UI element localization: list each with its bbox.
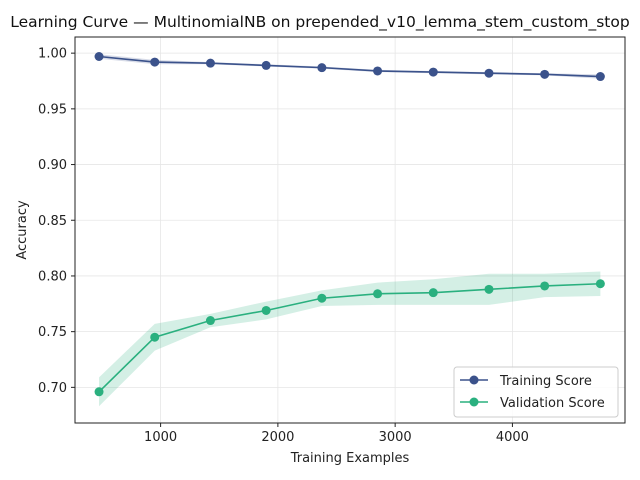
- validation-score-point: [261, 305, 271, 315]
- x-tick-label: 4000: [496, 430, 529, 445]
- x-tick-label: 1000: [144, 430, 177, 445]
- validation-score-point: [373, 289, 383, 299]
- training-score-point: [317, 63, 327, 73]
- x-axis-ticks: 1000 2000 3000 4000: [144, 423, 529, 445]
- training-score-point: [373, 66, 383, 76]
- validation-score-point: [150, 332, 160, 342]
- validation-score-line: [98, 282, 601, 393]
- legend-validation-marker: [469, 397, 479, 407]
- training-score-point: [540, 69, 550, 79]
- training-score-point: [150, 57, 160, 67]
- legend-training-label: Training Score: [499, 374, 592, 389]
- validation-score-point: [94, 387, 104, 397]
- training-score-point: [595, 72, 605, 82]
- y-tick-label: 0.90: [38, 158, 67, 173]
- legend-training-marker: [469, 375, 479, 385]
- y-tick-label: 0.95: [38, 102, 67, 117]
- training-score-point: [484, 68, 494, 78]
- training-score-line: [98, 55, 601, 78]
- training-score-point: [428, 67, 438, 77]
- plot-frame: [74, 36, 626, 424]
- grid-lines: [75, 37, 625, 423]
- series-lines: [98, 55, 601, 393]
- series-points: [94, 51, 605, 397]
- training-score-point: [261, 60, 271, 70]
- y-tick-label: 0.70: [38, 381, 67, 396]
- validation-score-point: [540, 281, 550, 291]
- training-score-band: [99, 54, 601, 79]
- legend-box: [453, 366, 619, 418]
- training-score-point: [94, 51, 104, 61]
- confidence-bands: [99, 54, 601, 407]
- x-tick-label: 3000: [379, 430, 412, 445]
- legend-validation-label: Validation Score: [500, 396, 605, 411]
- chart-title: Learning Curve — MultinomialNB on prepen…: [10, 13, 629, 32]
- validation-score-point: [205, 316, 215, 326]
- y-axis-ticks: 0.70 0.75 0.80 0.85 0.90 0.95 1.00: [38, 47, 75, 396]
- x-tick-label: 2000: [261, 430, 294, 445]
- y-tick-label: 0.85: [38, 214, 67, 229]
- y-axis-label: Accuracy: [15, 200, 30, 260]
- legend: Training Score Validation Score: [453, 366, 619, 418]
- y-tick-label: 0.80: [38, 269, 67, 284]
- validation-score-point: [595, 279, 605, 289]
- validation-score-point: [484, 284, 494, 294]
- training-score-point: [205, 58, 215, 68]
- y-tick-label: 0.75: [38, 325, 67, 340]
- y-tick-label: 1.00: [38, 47, 67, 62]
- x-axis-label: Training Examples: [290, 451, 410, 466]
- validation-score-point: [428, 288, 438, 298]
- validation-score-point: [317, 293, 327, 303]
